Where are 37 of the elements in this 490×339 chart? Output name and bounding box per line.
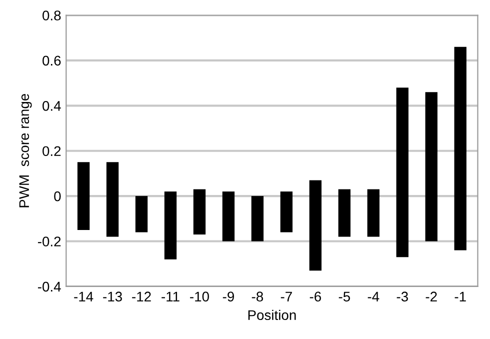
bar <box>454 46 466 250</box>
y-tick-label: -0.4 <box>38 282 61 292</box>
bar <box>106 162 119 237</box>
y-axis-title: PWM score range <box>19 94 32 208</box>
x-tick-label: -14 <box>74 292 94 302</box>
bar <box>222 192 235 242</box>
x-axis-title: Position <box>248 310 296 320</box>
x-tick-label: -12 <box>132 292 151 302</box>
x-tick-label: -7 <box>280 292 292 302</box>
x-tick-label: -5 <box>338 292 350 302</box>
bar <box>309 180 322 271</box>
bar <box>77 162 90 230</box>
bar <box>367 189 380 237</box>
x-tick-label: -6 <box>310 292 321 302</box>
bar <box>251 196 264 242</box>
y-tick-label: 0.6 <box>42 56 61 66</box>
x-tick-label: -9 <box>222 292 234 302</box>
x-tick-label: -8 <box>252 292 264 302</box>
x-tick-label: -3 <box>396 292 408 302</box>
y-tick-label: 0.2 <box>42 146 61 156</box>
x-tick-label: -13 <box>103 292 122 302</box>
bar <box>280 192 293 232</box>
y-tick-label: -0.2 <box>38 236 61 246</box>
y-tick-label: 0 <box>54 191 61 202</box>
bar <box>338 189 350 237</box>
bar <box>425 92 438 242</box>
bar <box>193 189 206 234</box>
bar <box>396 88 408 258</box>
bar <box>164 192 177 260</box>
bar <box>135 196 148 232</box>
x-tick-label: -10 <box>190 292 209 302</box>
x-tick-label: -2 <box>426 292 437 302</box>
x-tick-label: -11 <box>162 292 180 302</box>
y-tick-label: 0.4 <box>42 100 61 111</box>
x-tick-label: -1 <box>454 292 466 302</box>
y-tick-label: 0.8 <box>42 10 61 20</box>
x-tick-label: -4 <box>368 292 380 302</box>
